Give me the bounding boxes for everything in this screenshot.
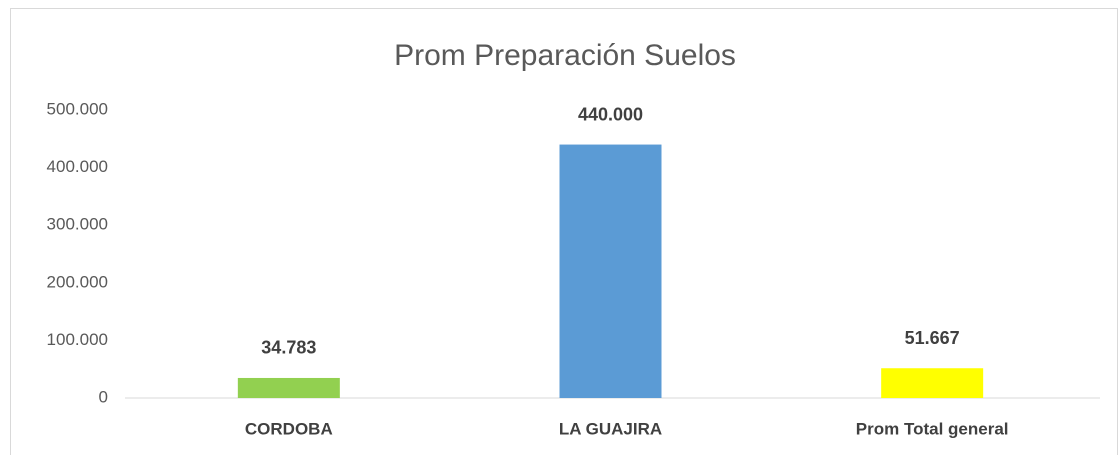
bar bbox=[559, 144, 662, 398]
bar bbox=[237, 377, 340, 398]
y-tick-label: 500.000 bbox=[47, 99, 108, 118]
x-tick-label: CORDOBA bbox=[245, 419, 333, 438]
value-label: 51.667 bbox=[905, 328, 960, 348]
value-label: 34.783 bbox=[261, 338, 316, 358]
y-tick-label: 200.000 bbox=[47, 272, 108, 291]
y-tick-label: 400.000 bbox=[47, 157, 108, 176]
chart-title: Prom Preparación Suelos bbox=[394, 39, 736, 72]
y-tick-label: 100.000 bbox=[47, 330, 108, 349]
x-tick-label: Prom Total general bbox=[856, 419, 1009, 438]
value-label: 440.000 bbox=[578, 104, 643, 124]
bar bbox=[881, 368, 984, 398]
x-tick-label: LA GUAJIRA bbox=[559, 419, 662, 438]
y-tick-label: 0 bbox=[99, 387, 108, 406]
y-tick-label: 300.000 bbox=[47, 215, 108, 234]
